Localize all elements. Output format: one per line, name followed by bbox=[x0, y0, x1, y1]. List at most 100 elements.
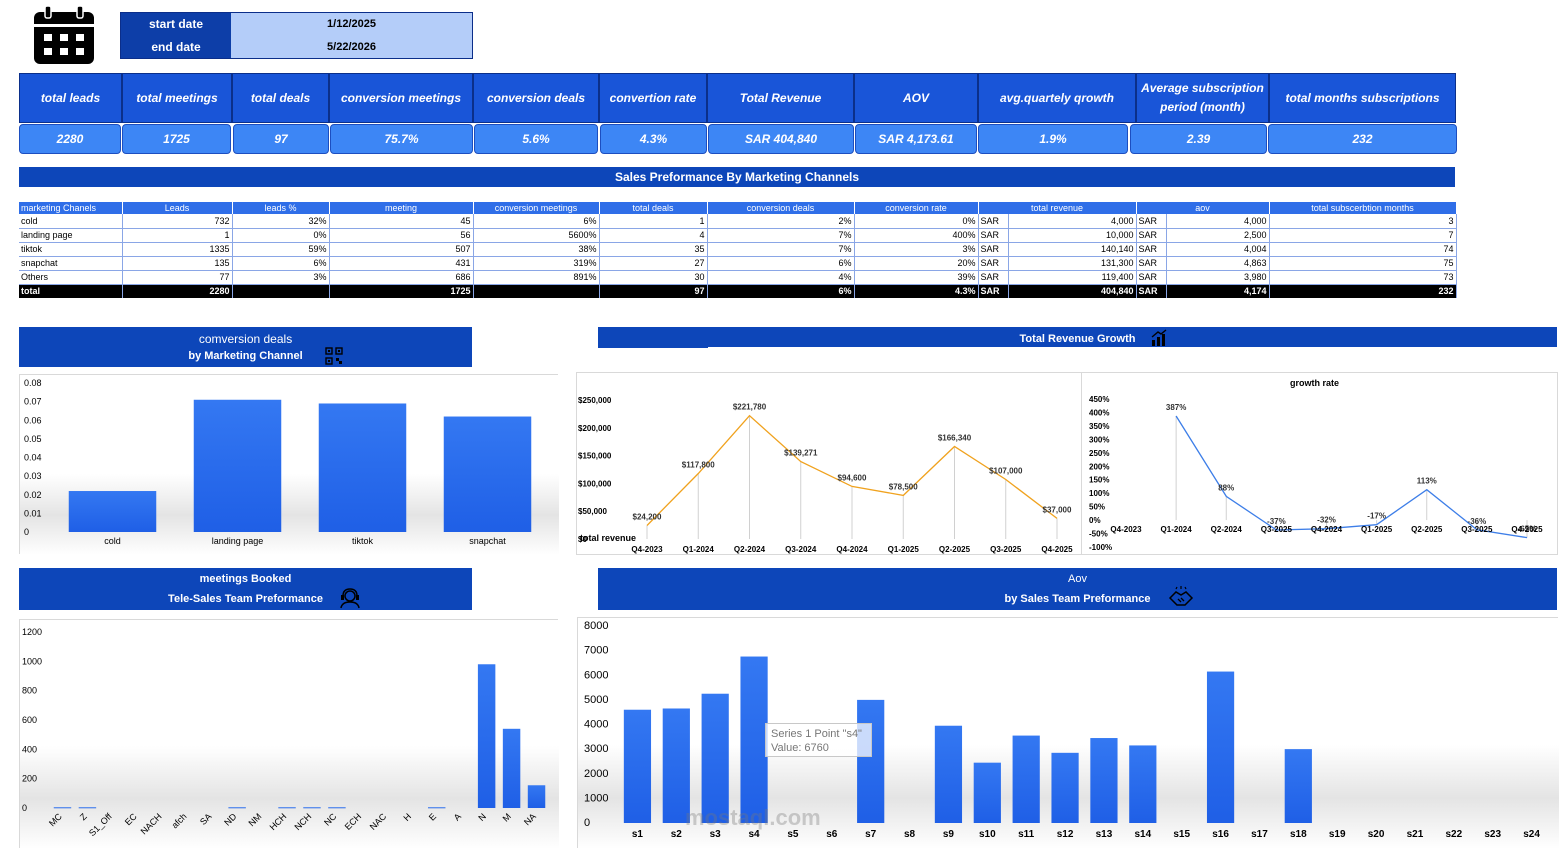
table-cell: 3,980 bbox=[1166, 270, 1270, 285]
y-tick-label: 0.02 bbox=[24, 490, 42, 500]
tooltip-line-1: Series 1 Point "s4" bbox=[771, 728, 862, 740]
table-header: total deals bbox=[599, 202, 708, 214]
y-tick-label: 0.04 bbox=[24, 453, 42, 463]
y-tick-label: 8000 bbox=[584, 620, 608, 632]
table-cell: SAR bbox=[978, 256, 1009, 271]
x-tick-label: s2 bbox=[671, 829, 683, 840]
calendar-icon bbox=[34, 5, 94, 64]
table-cell: 6% bbox=[707, 284, 855, 298]
table-cell: 0% bbox=[854, 214, 979, 229]
x-tick-label: Q1-2025 bbox=[1361, 525, 1393, 534]
bar bbox=[1051, 752, 1079, 823]
x-tick-label: s13 bbox=[1096, 829, 1113, 840]
x-tick-label: Q2-2025 bbox=[939, 545, 971, 554]
series-line bbox=[646, 414, 1058, 526]
y-tick-label: -50% bbox=[1089, 530, 1108, 539]
watermark-text: mostaql.com bbox=[685, 805, 821, 830]
kpi-label-conversion-deals: conversion deals bbox=[473, 73, 599, 123]
y-tick-label: 200 bbox=[22, 774, 37, 784]
table-cell: 131,300 bbox=[1008, 256, 1137, 271]
table-cell: SAR bbox=[1136, 228, 1167, 243]
x-tick-label: s11 bbox=[1018, 829, 1035, 840]
tooltip-line-2: Value: 6760 bbox=[771, 742, 829, 754]
data-label: $117,800 bbox=[682, 461, 715, 470]
table-cell: 1 bbox=[599, 214, 708, 229]
y-tick-label: 0.08 bbox=[24, 378, 42, 388]
table-row: tiktok 1335 59% 507 38% 35 7% 3% SAR 140,140 SAR 4,… bbox=[19, 242, 1457, 257]
table-total-row: total 2280 1725 97 6% 4.3% SAR 404,840 SAR 4,174 2… bbox=[19, 284, 1457, 298]
kpi-value-aov: SAR 4,173.61 bbox=[855, 124, 977, 154]
handshake-icon bbox=[1168, 586, 1194, 606]
table-row: landing page 1 0% 56 5600% 4 7% 400% SAR 10,000 SA… bbox=[19, 228, 1457, 243]
bar bbox=[53, 807, 72, 809]
x-tick-label: Q4-2023 bbox=[1110, 525, 1142, 534]
data-label: $139,271 bbox=[784, 449, 818, 458]
bar bbox=[857, 699, 885, 823]
bar bbox=[443, 416, 532, 532]
x-tick-label: Q1-2025 bbox=[888, 545, 920, 554]
table-header: marketing Chanels bbox=[19, 202, 123, 214]
table-cell: SAR bbox=[1136, 270, 1167, 285]
x-tick-label: H bbox=[402, 811, 414, 823]
table-cell: 6% bbox=[232, 256, 330, 271]
data-label: -37% bbox=[1267, 517, 1286, 526]
kpi-label-convertion-rate: convertion rate bbox=[599, 73, 707, 123]
aov-title: Aov bbox=[1068, 573, 1087, 585]
kpi-value-convertion-rate: 4.3% bbox=[600, 124, 707, 154]
start-date-value[interactable]: 1/12/2025 bbox=[231, 13, 472, 36]
table-cell: 732 bbox=[122, 214, 233, 229]
date-range-box: start date 1/12/2025 end date 5/22/2026 bbox=[120, 12, 473, 59]
end-date-value[interactable]: 5/22/2026 bbox=[231, 35, 472, 58]
headset-agent-icon bbox=[340, 588, 360, 609]
table-cell: 119,400 bbox=[1008, 270, 1137, 285]
table-cell: Others bbox=[19, 270, 123, 285]
table-cell: SAR bbox=[978, 228, 1009, 243]
x-tick-label: s23 bbox=[1484, 829, 1501, 840]
table-header: total revenue bbox=[978, 202, 1137, 214]
deals-chart-frame: 0 0.01 0.02 0.03 0.04 0.05 0.06 0.07 0.08 cold lan… bbox=[19, 374, 559, 555]
table-cell: 686 bbox=[329, 270, 474, 285]
table-cell: 30 bbox=[599, 270, 708, 285]
kpi-label-total-revenue: Total Revenue bbox=[707, 73, 854, 123]
x-tick-label: s7 bbox=[865, 829, 877, 840]
table-cell: 3 bbox=[1269, 214, 1457, 229]
bar bbox=[527, 785, 546, 808]
data-label: $94,600 bbox=[838, 473, 867, 482]
table-cell: 431 bbox=[329, 256, 474, 271]
table-cell: 75 bbox=[1269, 256, 1457, 271]
table-cell: SAR bbox=[1136, 214, 1167, 229]
revenue-growth-title: Total Revenue Growth bbox=[1019, 333, 1136, 345]
legend-label: total revenue bbox=[580, 533, 636, 543]
bar bbox=[1012, 735, 1040, 823]
y-tick-label: 400 bbox=[22, 744, 37, 754]
sales-performance-title: Sales Preformance By Marketing Channels bbox=[614, 170, 860, 184]
y-tick-label: $100,000 bbox=[578, 479, 612, 488]
table-cell: 20% bbox=[854, 256, 979, 271]
bar bbox=[973, 762, 1001, 823]
kpi-label-avg-quarterly-growth: avg.quartely qrowth bbox=[978, 73, 1136, 123]
x-tick-label: Q4-2024 bbox=[836, 545, 868, 554]
y-tick-label: 5000 bbox=[584, 694, 608, 706]
table-cell: 140,140 bbox=[1008, 242, 1137, 257]
table-cell: 4,174 bbox=[1166, 284, 1270, 298]
x-tick-label: s20 bbox=[1368, 829, 1385, 840]
table-cell: 891% bbox=[473, 270, 600, 285]
table-row: cold 732 32% 45 6% 1 2% 0% SAR 4,000 SAR 4,000 3 bbox=[19, 214, 1457, 229]
bar bbox=[318, 403, 407, 532]
table-cell: SAR bbox=[978, 270, 1009, 285]
growth-chart-frame: -100% -50% 0% 50% 100% 150% 200% 250% 300% 350% 40… bbox=[1081, 372, 1558, 555]
table-cell: snapchat bbox=[19, 256, 123, 271]
y-tick-label: 1000 bbox=[22, 656, 42, 666]
table-cell: SAR bbox=[978, 214, 1009, 229]
x-tick-label: s21 bbox=[1407, 829, 1424, 840]
revenue-chart-frame: $0 $50,000 $100,000 $150,000 $200,000 $250,00… bbox=[576, 372, 1082, 555]
y-tick-label: 0.01 bbox=[24, 508, 42, 518]
table-header: meeting bbox=[329, 202, 474, 214]
kpi-label-conversion-meetings: conversion meetings bbox=[329, 73, 473, 123]
x-tick-label: A bbox=[452, 811, 463, 822]
table-header: Leads bbox=[122, 202, 233, 214]
table-cell: landing page bbox=[19, 228, 123, 243]
table-cell: 2,500 bbox=[1166, 228, 1270, 243]
table-header: leads % bbox=[232, 202, 330, 214]
data-label: $221,780 bbox=[733, 403, 767, 412]
